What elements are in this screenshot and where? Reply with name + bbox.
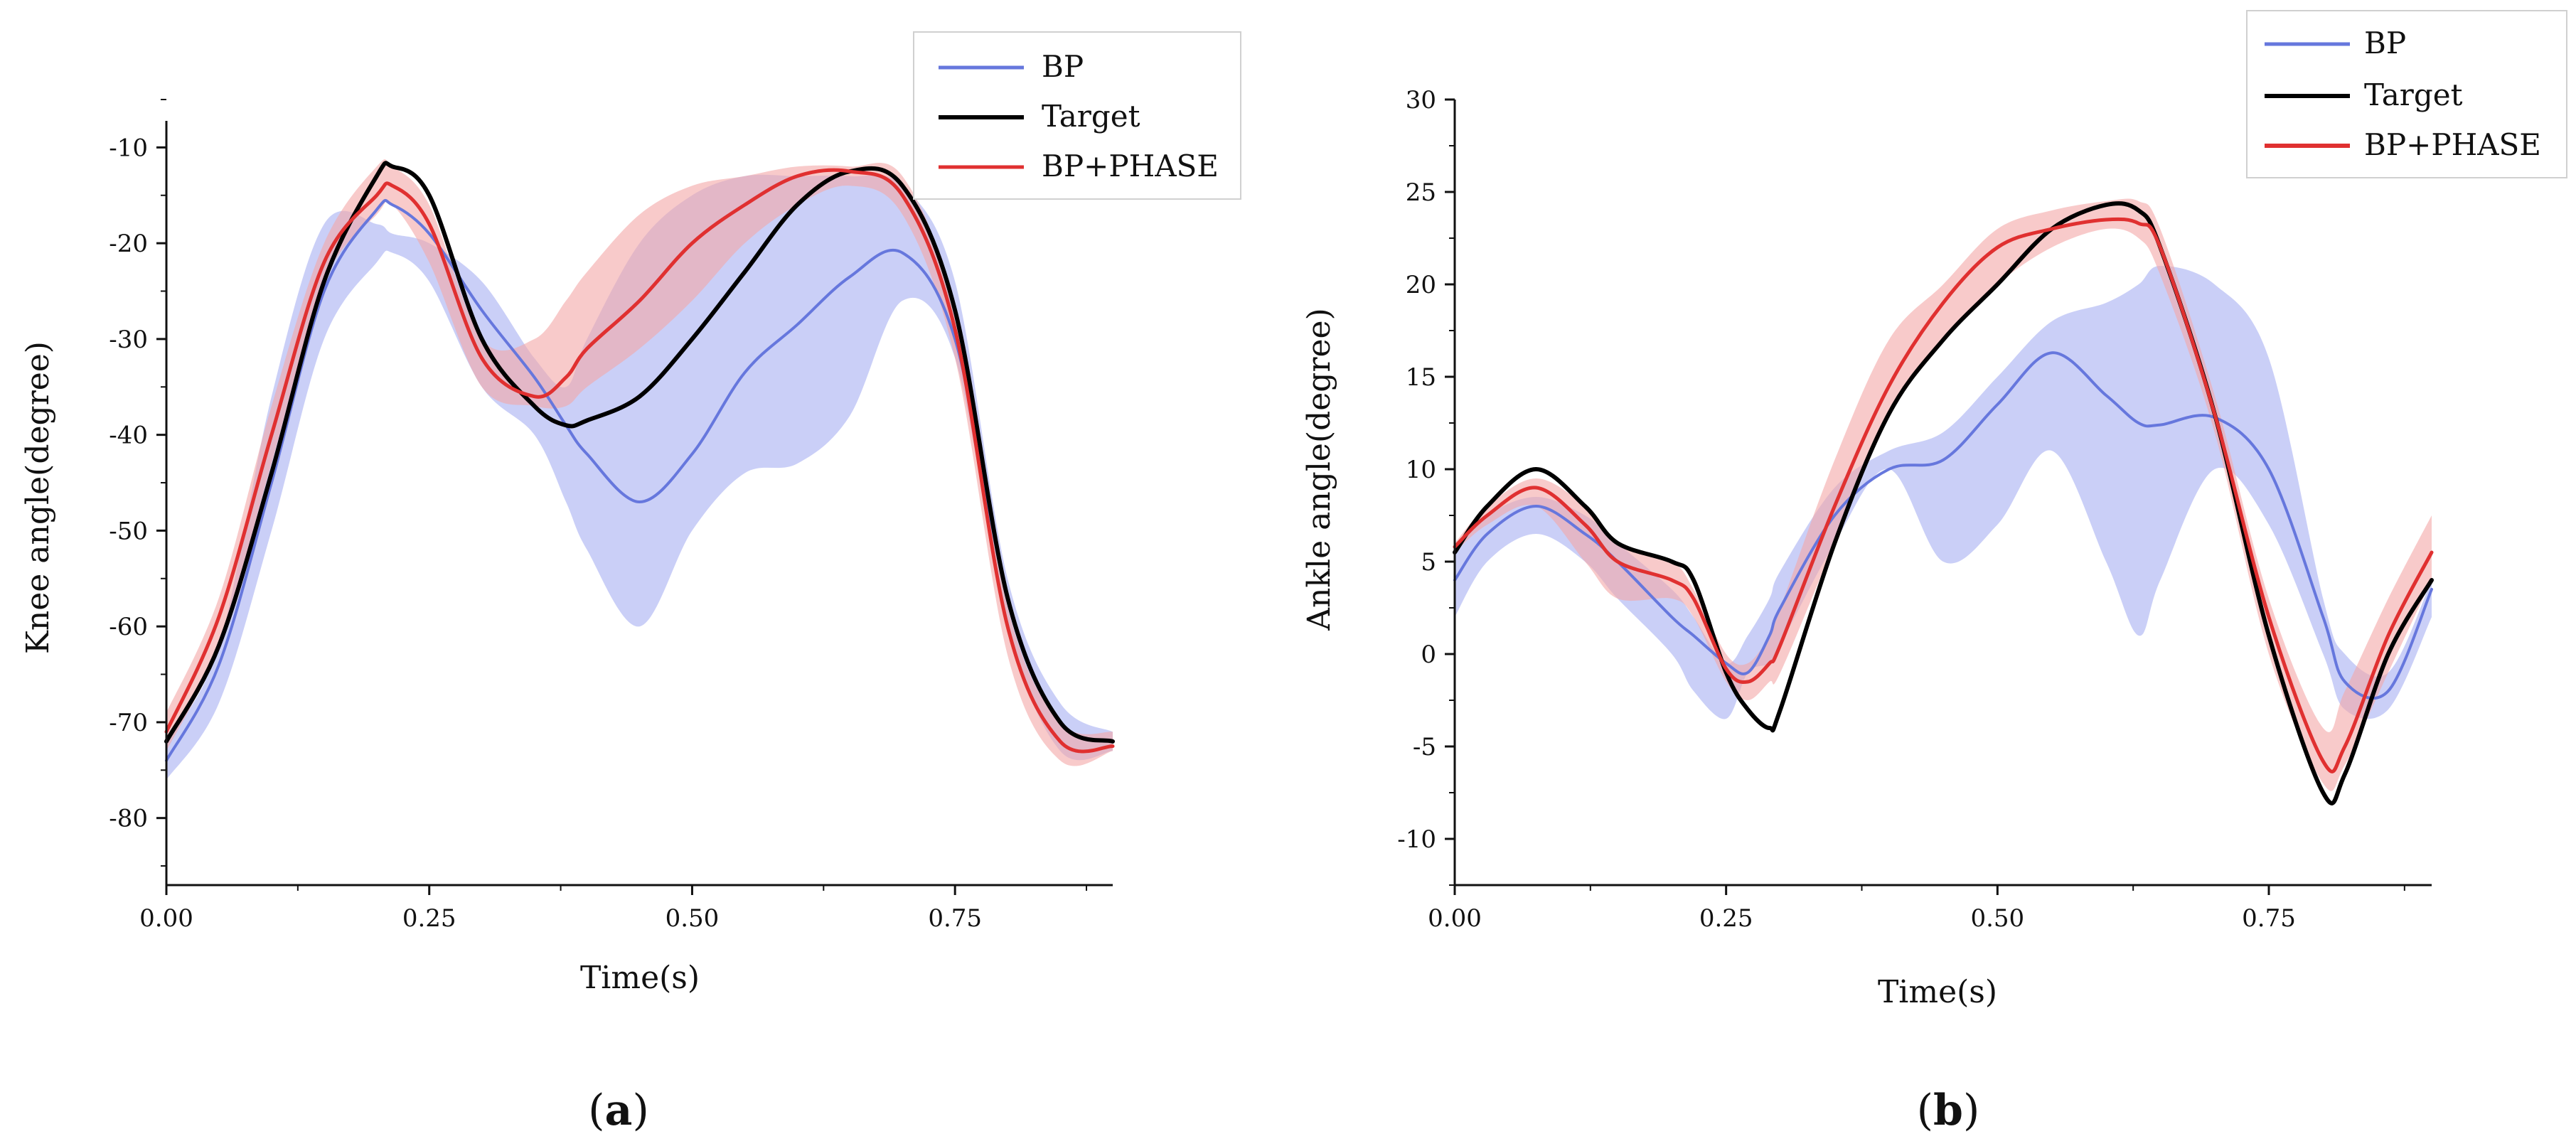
caption-letter-b: b xyxy=(1933,1086,1963,1135)
x-axis-title-b: Time(s) xyxy=(1878,974,1997,1010)
y-tick-label-a: -60 xyxy=(109,613,148,641)
panel-knee-angle: 0.00 0.25 0.50 0.75 -80 -70 -60 -50 -40 -30 -20 -10… xyxy=(20,31,1241,1135)
y-tick-label-b: -5 xyxy=(1413,733,1436,761)
ticks-a: 0.00 0.25 0.50 0.75 -80 -70 -60 -50 -40 -30 -20 -10 xyxy=(109,99,1088,933)
caption-b: (b) xyxy=(1917,1086,1980,1135)
y-tick-label-a: -70 xyxy=(109,709,148,737)
y-tick-label-a: -50 xyxy=(109,517,148,545)
y-tick-label-b: -10 xyxy=(1397,825,1436,854)
y-tick-label-a: -30 xyxy=(109,326,148,354)
confidence-bands-b xyxy=(1455,198,2432,791)
caption-a: (a) xyxy=(588,1086,649,1135)
y-tick-label-a: -10 xyxy=(109,134,148,162)
legend-label-phase-a: BP+PHASE xyxy=(1042,149,1219,183)
band-bp-b xyxy=(1455,266,2432,719)
legend-b: BP Target BP+PHASE xyxy=(2246,10,2567,178)
ticks-b: 0.00 0.25 0.50 0.75 -10 -5 0 5 10 15 20 25 30 xyxy=(1397,86,2405,933)
caption-close-a: ) xyxy=(632,1086,648,1135)
line-target-b xyxy=(1453,201,2434,805)
line-bp-phase-a xyxy=(164,168,1115,754)
caption-close-b: ) xyxy=(1963,1086,1979,1135)
y-tick-label-b: 20 xyxy=(1406,271,1436,299)
legend-label-bp-b: BP xyxy=(2364,26,2406,60)
y-axis-title-a: Knee angle(degree) xyxy=(20,341,56,654)
line-bp-b xyxy=(1453,351,2433,700)
y-axis-title-b: Ankle angle(degree) xyxy=(1301,308,1337,631)
caption-open-a: ( xyxy=(588,1086,604,1135)
caption-letter-a: a xyxy=(605,1086,633,1135)
y-tick-label-b: 0 xyxy=(1421,641,1436,669)
legend-label-bp-a: BP xyxy=(1042,49,1084,84)
x-tick-label-a: 0.50 xyxy=(666,904,720,933)
x-tick-label-a: 0.75 xyxy=(928,904,982,933)
confidence-bands-a xyxy=(166,159,1113,780)
y-tick-label-b: 30 xyxy=(1406,86,1436,114)
x-tick-label-b: 0.75 xyxy=(2242,904,2296,933)
y-tick-label-b: 15 xyxy=(1406,363,1436,392)
legend-a: BP Target BP+PHASE xyxy=(913,31,1241,200)
panel-ankle-angle: 0.00 0.25 0.50 0.75 -10 -5 0 5 10 15 20 25 30 Time(s… xyxy=(1301,10,2567,1135)
y-tick-label-a: -40 xyxy=(109,422,148,450)
x-tick-label-a: 0.00 xyxy=(139,904,193,933)
x-axis-title-a: Time(s) xyxy=(580,960,700,996)
legend-label-phase-b: BP+PHASE xyxy=(2364,127,2541,162)
line-bp-phase-b xyxy=(1453,217,2434,773)
legend-label-target-b: Target xyxy=(2364,77,2463,112)
y-tick-label-a: -80 xyxy=(109,805,148,833)
caption-open-b: ( xyxy=(1917,1086,1933,1135)
series-lines-a xyxy=(164,161,1115,762)
legend-label-target-a: Target xyxy=(1042,99,1140,134)
band-bp-a xyxy=(166,174,1113,780)
line-target-a xyxy=(164,161,1115,744)
y-tick-label-b: 5 xyxy=(1421,548,1436,577)
y-tick-label-b: 25 xyxy=(1406,178,1436,207)
y-tick-label-a: -20 xyxy=(109,230,148,258)
x-tick-label-b: 0.25 xyxy=(1699,904,1753,933)
series-lines-b xyxy=(1453,201,2434,805)
y-tick-label-b: 10 xyxy=(1406,456,1436,484)
band-bp-phase-b xyxy=(1455,198,2432,791)
x-tick-label-a: 0.25 xyxy=(402,904,456,933)
x-tick-label-b: 0.00 xyxy=(1428,904,1482,933)
x-tick-label-b: 0.50 xyxy=(1970,904,2024,933)
legend-box-a xyxy=(913,31,1241,200)
band-bp-phase-a xyxy=(166,159,1113,766)
